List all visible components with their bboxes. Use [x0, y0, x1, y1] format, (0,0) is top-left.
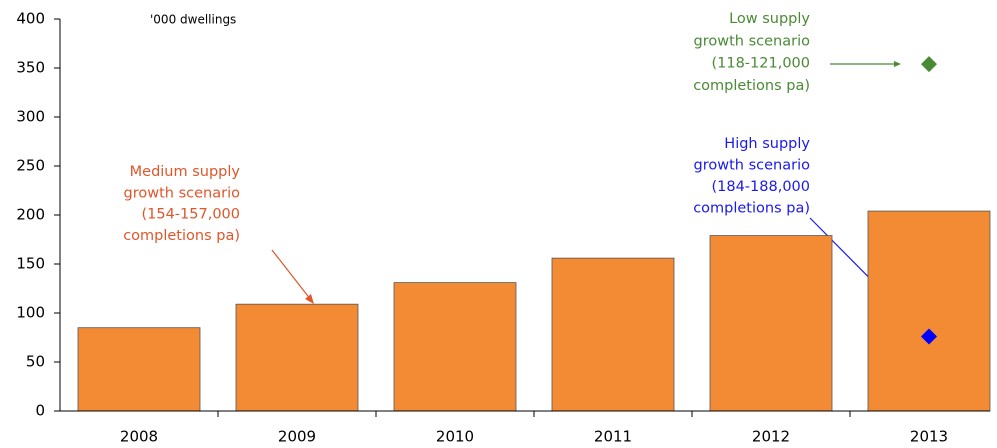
- y-tick-label: 400: [16, 10, 45, 28]
- marker: [921, 56, 937, 73]
- unit-label: '000 dwellings: [150, 13, 236, 27]
- annotation-line: (118-121,000: [711, 56, 810, 72]
- y-tick-label: 300: [16, 108, 45, 126]
- y-tick-label: 50: [26, 353, 45, 371]
- arrowhead: [894, 61, 901, 67]
- y-tick-label: 200: [16, 206, 45, 224]
- bar: [709, 235, 833, 412]
- annotation-line: growth scenario: [694, 158, 811, 174]
- bar: [867, 210, 991, 412]
- bar: [235, 303, 359, 412]
- annotation-line: completions pa): [693, 78, 810, 94]
- annotation: High supply growth scenario (184-188,000 co…: [693, 136, 810, 217]
- annotation-line: (154-157,000: [141, 207, 240, 223]
- x-tick-label: 2010: [436, 428, 474, 446]
- x-tick-label: 2009: [278, 428, 316, 446]
- y-tick-label: 100: [16, 304, 45, 322]
- x-tick-label: 2011: [594, 428, 632, 446]
- annotation-line: Low supply: [729, 11, 810, 27]
- y-tick-label: 250: [16, 157, 45, 175]
- annotation-line: Medium supply: [130, 164, 241, 180]
- x-tick-label: 2008: [120, 428, 158, 446]
- bar: [551, 257, 675, 412]
- y-tick-label: 150: [16, 255, 45, 273]
- annotation-line: completions pa): [693, 201, 810, 217]
- bar: [77, 327, 201, 412]
- annotation-line: growth scenario: [124, 185, 241, 201]
- bar: [393, 282, 517, 412]
- marker: [921, 328, 937, 345]
- annotation-line: High supply: [724, 136, 810, 152]
- y-tick-label: 350: [16, 59, 45, 77]
- annotation: Low supply growth scenario (118-121,000 com…: [693, 11, 810, 94]
- annotation: Medium supply growth scenario (154-157,000…: [123, 164, 240, 244]
- y-tick-label: 0: [35, 402, 45, 420]
- x-tick-label: 2012: [752, 428, 790, 446]
- annotation-line: (184-188,000: [711, 179, 810, 195]
- x-tick-label: 2013: [910, 428, 948, 446]
- arrowhead: [305, 294, 314, 304]
- annotation-line: growth scenario: [694, 33, 811, 49]
- arrow: [271, 249, 312, 301]
- annotation-line: completions pa): [123, 228, 240, 244]
